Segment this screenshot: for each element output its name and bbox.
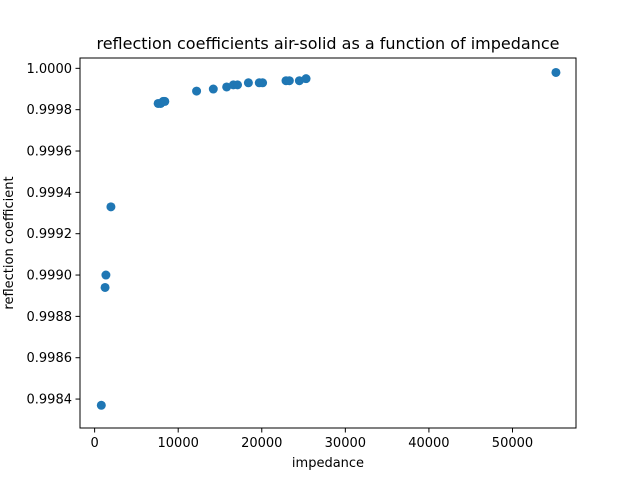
y-tick-label: 0.9988 xyxy=(27,310,73,325)
data-point xyxy=(301,74,311,84)
y-tick-label: 0.9986 xyxy=(27,351,73,366)
data-point xyxy=(96,400,106,410)
x-tick-label: 10000 xyxy=(158,436,199,451)
data-point xyxy=(551,67,561,77)
plot-frame xyxy=(79,57,577,429)
data-point xyxy=(284,76,294,86)
y-axis-ticks: 0.9984 0.9986 0.9988 0.9990 0.9992 0.9994 0.99… xyxy=(27,62,80,408)
chart-title: reflection coefficients air-solid as a f… xyxy=(96,34,559,53)
data-points xyxy=(96,67,561,410)
y-tick-label: 0.9996 xyxy=(27,145,73,160)
data-point xyxy=(160,96,170,106)
data-point xyxy=(208,84,218,94)
y-tick-label: 0.9992 xyxy=(27,227,73,242)
y-tick-label: 0.9998 xyxy=(27,103,73,118)
y-tick-label: 0.9994 xyxy=(27,186,73,201)
data-point xyxy=(100,282,110,292)
data-point xyxy=(192,86,202,96)
y-tick-label: 1.0000 xyxy=(27,62,73,77)
data-point xyxy=(243,78,253,88)
x-tick-label: 0 xyxy=(90,436,98,451)
data-point xyxy=(106,202,116,212)
data-point xyxy=(101,270,111,280)
x-axis-label: impedance xyxy=(292,456,364,471)
y-axis-label: reflection coefficient xyxy=(2,176,17,309)
x-tick-label: 20000 xyxy=(241,436,282,451)
y-tick-label: 0.9990 xyxy=(27,269,73,284)
x-tick-label: 40000 xyxy=(408,436,449,451)
y-tick-label: 0.9984 xyxy=(27,393,73,408)
x-tick-label: 30000 xyxy=(325,436,366,451)
data-point xyxy=(258,78,268,88)
x-tick-label: 50000 xyxy=(492,436,533,451)
x-axis-ticks: 0 10000 20000 30000 40000 50000 xyxy=(90,428,533,451)
data-point xyxy=(233,80,243,90)
